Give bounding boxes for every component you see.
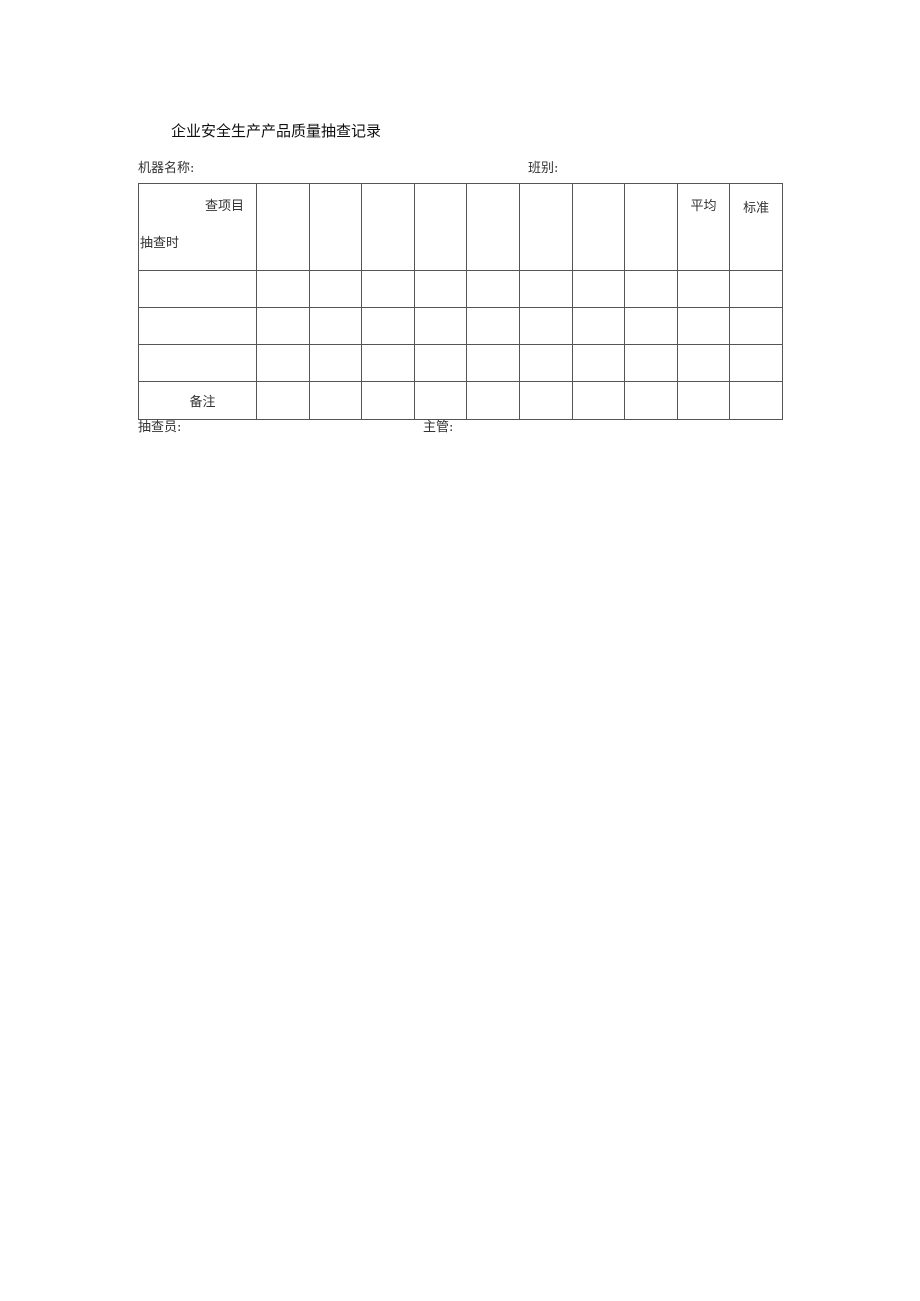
cell[interactable] (571, 344, 626, 382)
remarks-row: 备注 (138, 381, 783, 420)
time-cell[interactable] (138, 344, 257, 382)
diagonal-header-cell: 查项目 抽查时 (138, 183, 257, 271)
cell[interactable] (676, 344, 731, 382)
cell[interactable] (308, 381, 363, 420)
cell[interactable] (256, 270, 310, 308)
cell[interactable] (518, 270, 573, 308)
time-cell[interactable] (138, 307, 257, 345)
item-column-cell[interactable] (518, 183, 573, 271)
cell[interactable] (413, 307, 468, 345)
cell[interactable] (466, 270, 520, 308)
cell[interactable] (466, 307, 520, 345)
cell[interactable] (729, 270, 783, 308)
cell[interactable] (624, 344, 678, 382)
cell[interactable] (466, 344, 520, 382)
header-row: 查项目 抽查时 平均 标准 (138, 183, 783, 271)
cell[interactable] (571, 270, 626, 308)
cell[interactable] (308, 307, 363, 345)
item-column-cell[interactable] (624, 183, 678, 271)
cell[interactable] (571, 381, 626, 420)
table-row (138, 307, 783, 345)
item-column-cell[interactable] (308, 183, 363, 271)
cell[interactable] (518, 307, 573, 345)
time-cell[interactable] (138, 270, 257, 308)
cell[interactable] (413, 270, 468, 308)
cell[interactable] (361, 307, 415, 345)
inspector-label: 抽查员: (138, 420, 182, 435)
item-column-cell[interactable] (466, 183, 520, 271)
item-column-cell[interactable] (571, 183, 626, 271)
inspection-table: 查项目 抽查时 平均 标准 备注 (138, 183, 783, 420)
cell[interactable] (361, 381, 415, 420)
cell[interactable] (571, 307, 626, 345)
cell[interactable] (413, 344, 468, 382)
item-column-cell[interactable] (361, 183, 415, 271)
machine-name-label: 机器名称: (138, 161, 195, 176)
cell[interactable] (308, 270, 363, 308)
remarks-label: 备注 (138, 381, 257, 420)
cell[interactable] (308, 344, 363, 382)
cell[interactable] (676, 307, 731, 345)
cell[interactable] (466, 381, 520, 420)
supervisor-label: 主管: (423, 420, 454, 435)
cell[interactable] (413, 381, 468, 420)
cell[interactable] (729, 381, 783, 420)
cell[interactable] (518, 344, 573, 382)
item-column-cell[interactable] (256, 183, 310, 271)
cell[interactable] (256, 307, 310, 345)
document-title: 企业安全生产产品质量抽查记录 (171, 122, 382, 140)
header-time-label: 抽查时 (140, 236, 180, 251)
cell[interactable] (729, 344, 783, 382)
cell[interactable] (361, 270, 415, 308)
cell[interactable] (518, 381, 573, 420)
table-row (138, 270, 783, 308)
cell[interactable] (624, 307, 678, 345)
cell[interactable] (256, 381, 310, 420)
cell[interactable] (729, 307, 783, 345)
cell[interactable] (676, 381, 731, 420)
average-header: 平均 (676, 183, 731, 271)
cell[interactable] (624, 270, 678, 308)
item-column-cell[interactable] (413, 183, 468, 271)
cell[interactable] (361, 344, 415, 382)
table-row (138, 344, 783, 382)
cell[interactable] (676, 270, 731, 308)
cell[interactable] (624, 381, 678, 420)
standard-header: 标准 (729, 183, 783, 271)
shift-label: 班别: (528, 161, 559, 176)
cell[interactable] (256, 344, 310, 382)
header-items-label: 查项目 (204, 199, 244, 214)
